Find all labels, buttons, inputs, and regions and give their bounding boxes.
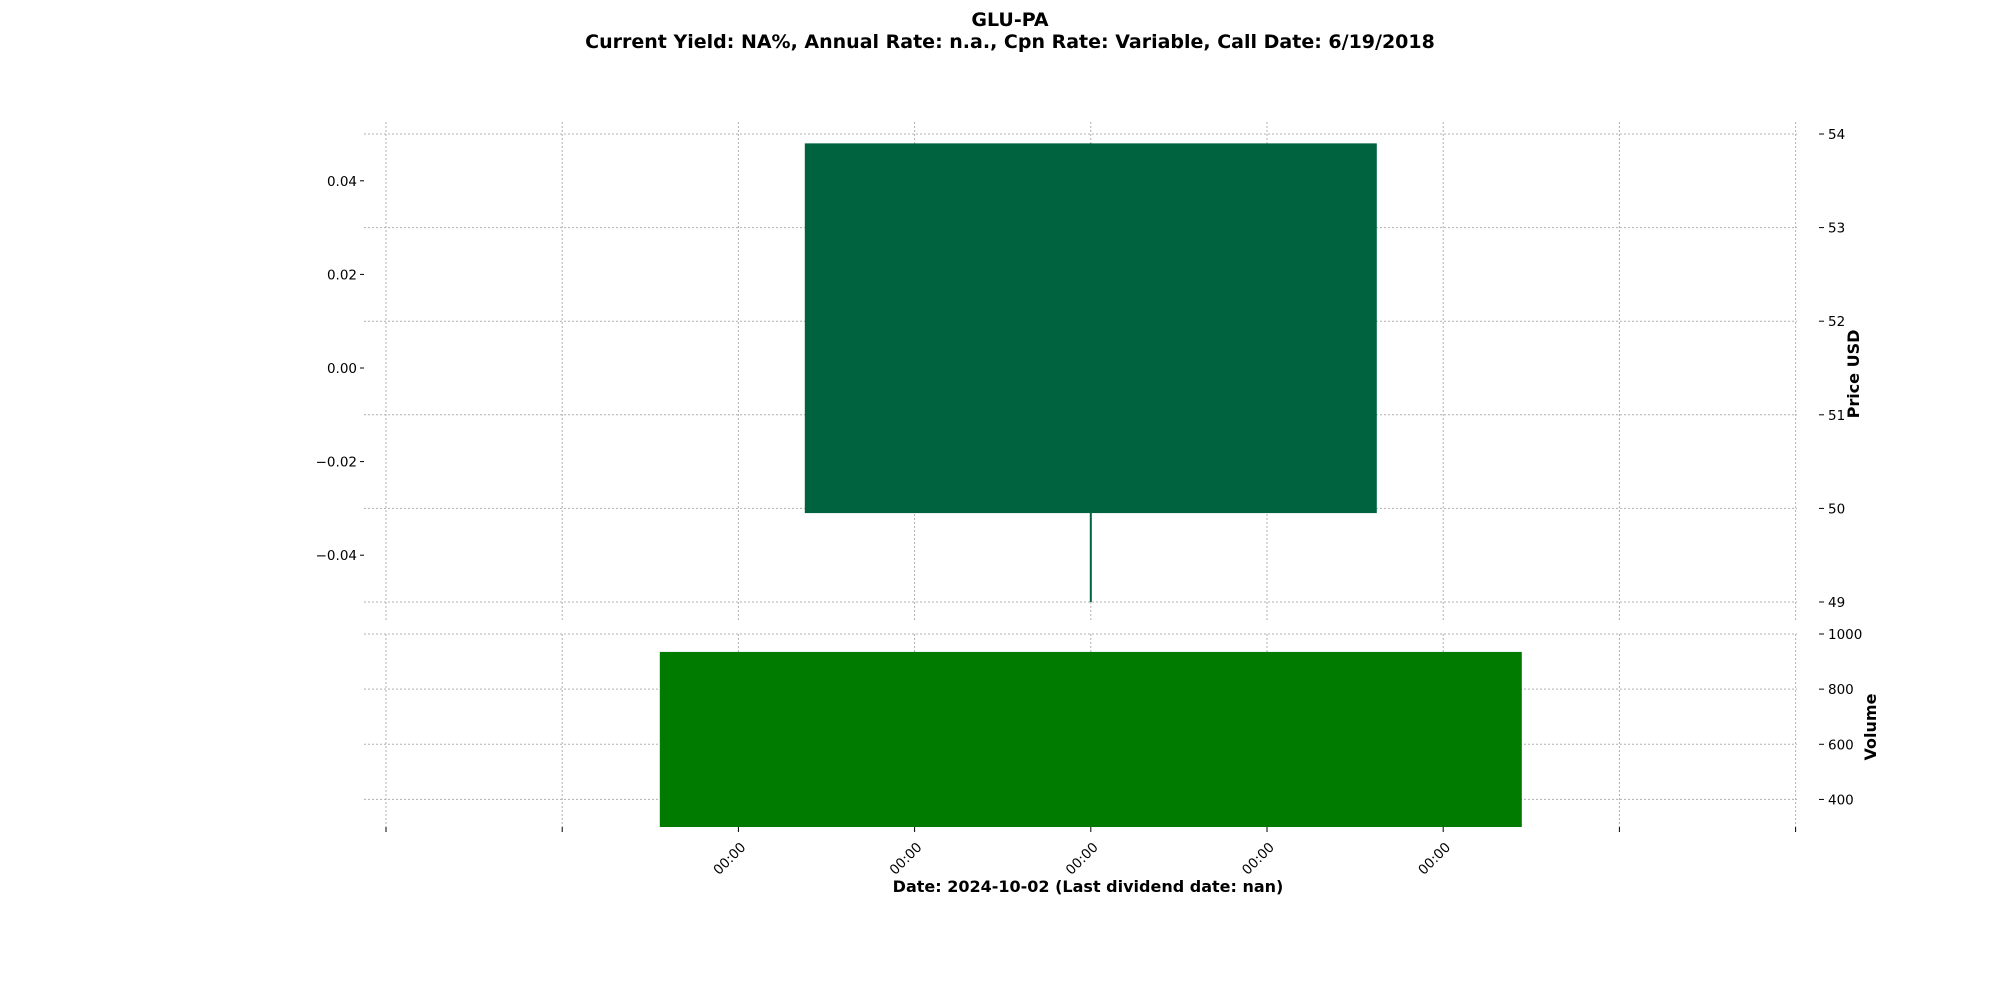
price-tick-label: 53 <box>1828 221 1845 237</box>
price-tick-label: 54 <box>1828 127 1845 143</box>
x-tick-label: 00:00 <box>887 840 926 879</box>
volume-tick-label: 400 <box>1828 792 1854 808</box>
x-axis-label: Date: 2024-10-02 (Last dividend date: na… <box>893 877 1284 896</box>
x-tick-label: 00:00 <box>1415 840 1454 879</box>
volume-tick-label: 600 <box>1828 737 1854 753</box>
volume-axis-label: Volume <box>1861 693 1880 760</box>
volume-tick-label: 1000 <box>1828 627 1862 643</box>
candle-body <box>804 143 1377 514</box>
left-tick-label: 0.00 <box>327 361 357 377</box>
x-tick-label: 00:00 <box>1063 840 1102 879</box>
price-tick-label: 50 <box>1828 501 1845 517</box>
x-tick-label: 00:00 <box>1239 840 1278 879</box>
volume-tick-label: 800 <box>1828 682 1854 698</box>
price-axis-label: Price USD <box>1844 330 1863 419</box>
price-candles <box>804 143 1377 602</box>
price-tick-label: 49 <box>1828 595 1845 611</box>
left-tick-label: −0.04 <box>316 548 357 564</box>
left-tick-label: −0.02 <box>316 455 357 471</box>
chart-title: GLU-PA <box>971 9 1049 31</box>
chart-subtitle: Current Yield: NA%, Annual Rate: n.a., C… <box>585 31 1435 53</box>
price-tick-label: 51 <box>1828 408 1845 424</box>
volume-bars <box>659 651 1522 827</box>
x-tick-label: 00:00 <box>710 840 749 879</box>
left-tick-label: 0.02 <box>327 267 357 283</box>
volume-bar <box>659 651 1522 827</box>
left-tick-label: 0.04 <box>327 174 357 190</box>
price-tick-label: 52 <box>1828 314 1845 330</box>
